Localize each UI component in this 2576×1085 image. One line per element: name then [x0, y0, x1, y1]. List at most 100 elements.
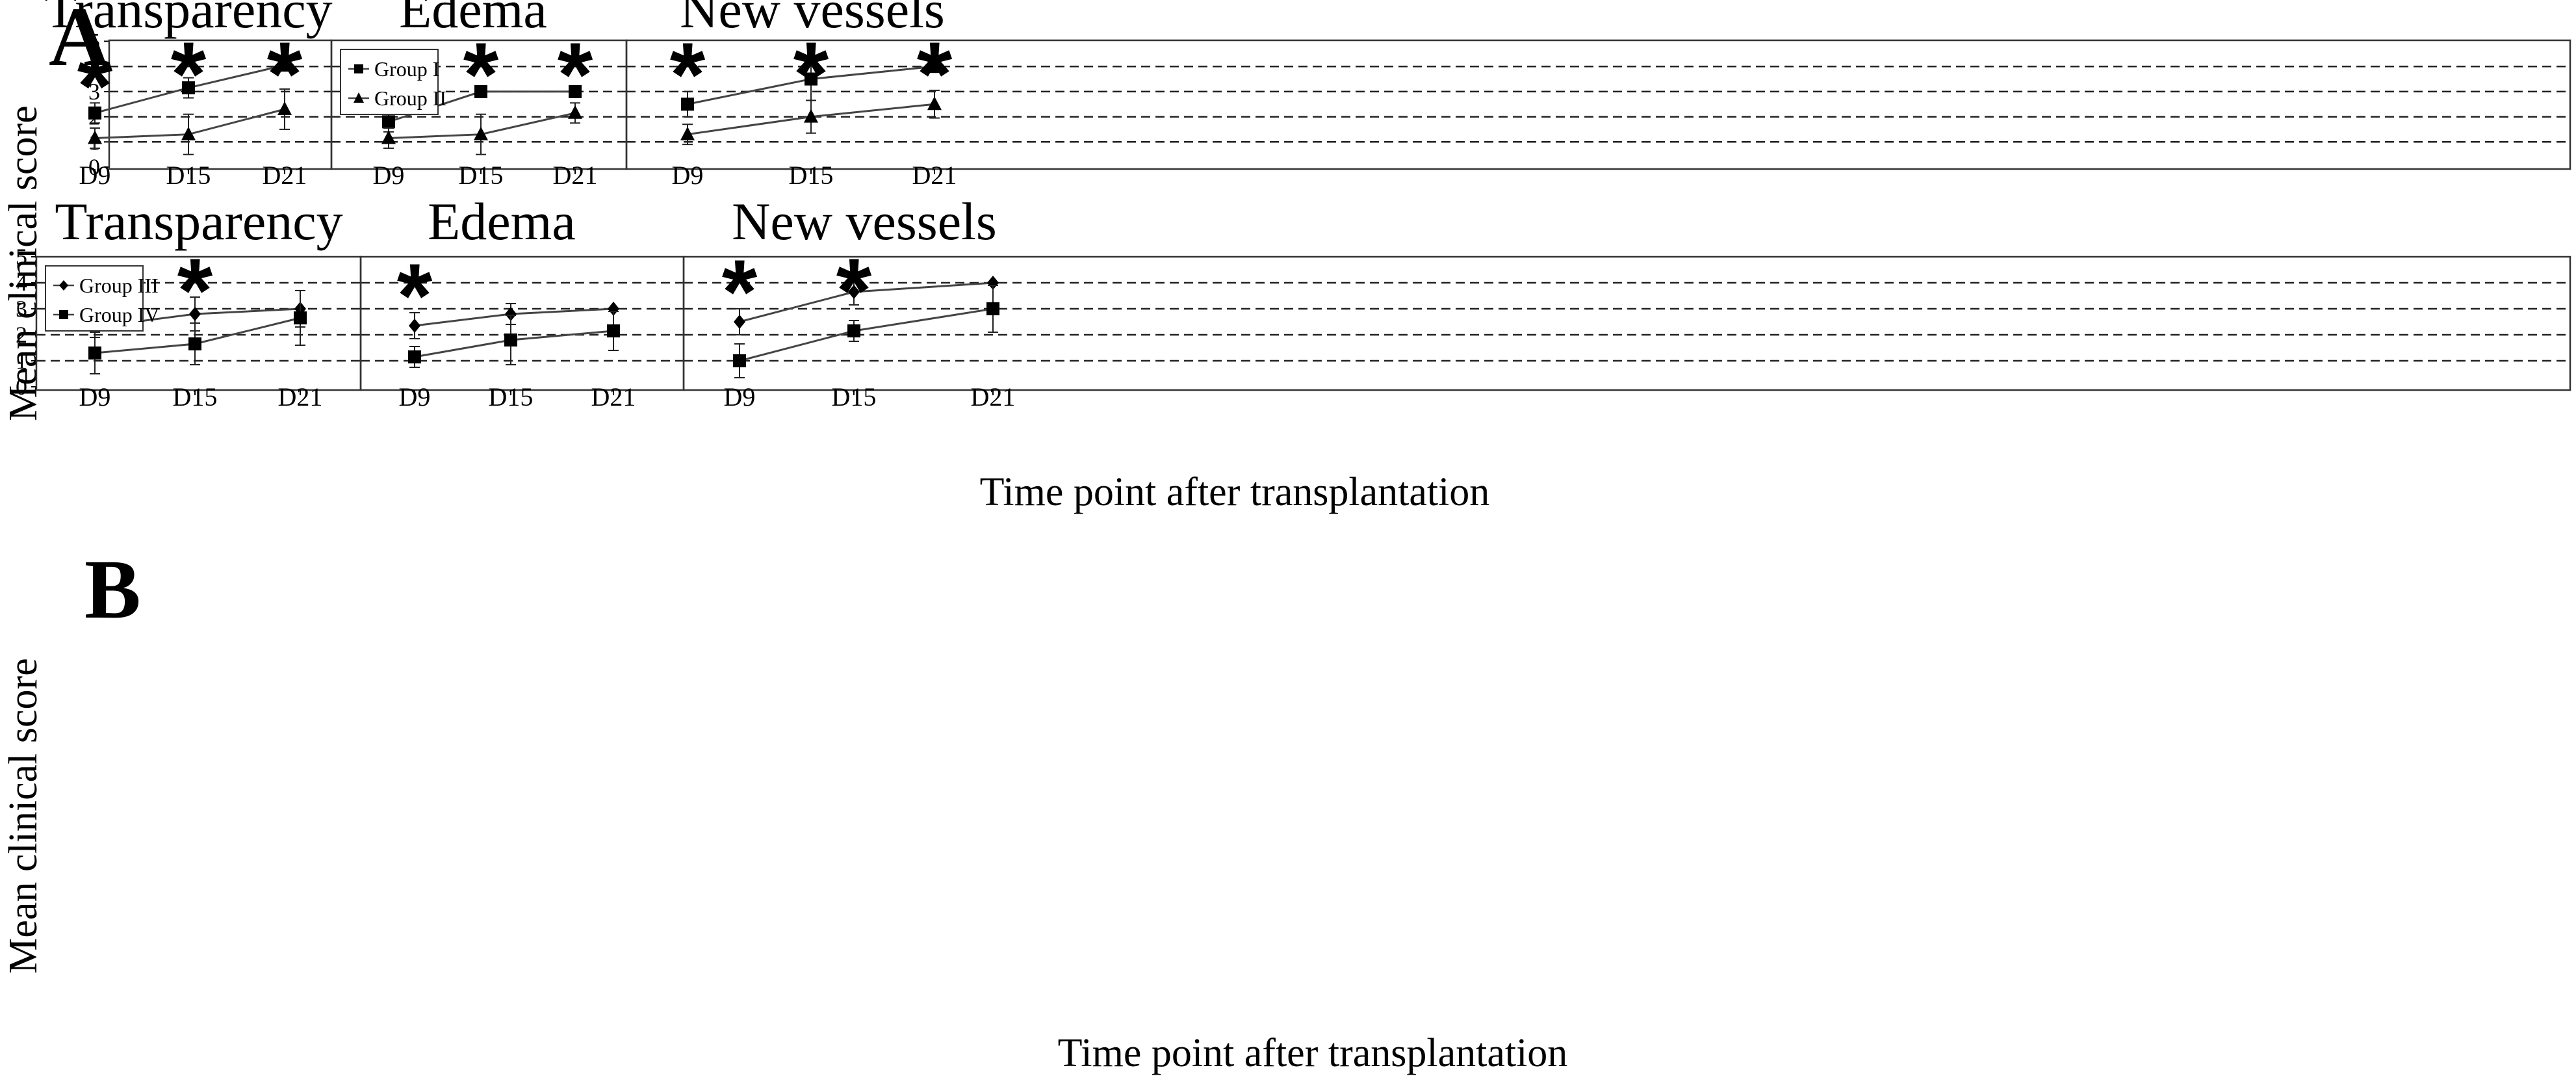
panel-a-letter: A [49, 0, 110, 84]
data-point-triangle [927, 96, 942, 111]
series-group-iii [734, 276, 999, 335]
panel-b-ylabel: Mean clinical score [1, 658, 45, 973]
panel-b-letter: B [84, 543, 141, 636]
legend-label: Group I [374, 57, 439, 81]
y-tick-label: 3 [16, 296, 27, 322]
chart-b-new-vessels: New vessels D9 D15 D21 * * [682, 192, 2571, 412]
legend-label: Group II [374, 86, 446, 110]
data-point-square [681, 98, 694, 111]
data-point-diamond [189, 307, 201, 321]
legend: Group III Group IV [45, 265, 160, 332]
data-point-square [408, 350, 421, 363]
plot-frame [682, 255, 2571, 391]
panel-a-xlabel: Time point after transplantation [980, 470, 1490, 514]
x-tick-label: D9 [79, 382, 111, 412]
legend-label: Group III [79, 274, 159, 297]
data-point-square [805, 72, 818, 86]
y-tick-label: 3 [88, 79, 100, 105]
data-point-triangle [277, 101, 292, 115]
y-tick-label: 4 [88, 53, 100, 79]
data-point-square [182, 81, 195, 95]
significance-star: * [670, 23, 706, 125]
significance-star: * [558, 23, 593, 125]
chart-title: Edema [399, 0, 547, 39]
data-point-square [474, 85, 487, 98]
significance-star: * [177, 239, 213, 341]
x-tick-label: D21 [591, 382, 636, 412]
data-point-square [188, 337, 201, 350]
y-tick-label: 2 [16, 322, 27, 348]
data-point-triangle [804, 109, 818, 123]
data-point-square [607, 324, 620, 337]
series-group-ii [381, 102, 582, 155]
series-group-iv [408, 311, 620, 368]
series-group-iv [733, 285, 999, 378]
data-point-square [294, 311, 307, 324]
x-tick-label: D9 [724, 382, 756, 412]
significance-star: * [917, 23, 953, 125]
x-tick-label: D9 [79, 161, 111, 190]
y-tick-label: 0 [88, 154, 100, 180]
series-group-ii [680, 89, 942, 146]
data-point-diamond [848, 285, 860, 299]
significance-star: * [267, 23, 303, 125]
data-point-square [986, 302, 999, 315]
legend-box [45, 265, 144, 332]
data-point-triangle [680, 126, 695, 140]
significance-star: * [77, 34, 113, 137]
x-tick-label: D9 [399, 382, 431, 412]
series-group-iv [88, 290, 307, 374]
legend-marker [354, 92, 364, 103]
x-tick-label: D15 [173, 382, 218, 412]
chart-b-transparency: Transparency D9 D15 D21 * Group III Group IV [35, 192, 362, 412]
data-point-triangle [474, 126, 488, 140]
x-tick-label: D21 [263, 161, 307, 190]
legend-label: Group IV [79, 303, 160, 326]
panel-b-xlabel: Time point after transplantation [1058, 1031, 1568, 1075]
panel-a: A Mean clinical score Time point after t… [1, 0, 1489, 514]
data-point-square [847, 324, 860, 337]
data-point-square [88, 346, 101, 359]
x-tick-label: D15 [489, 382, 534, 412]
y-tick-label: 1 [16, 348, 27, 374]
significance-star: * [171, 23, 207, 125]
data-point-diamond [734, 315, 745, 329]
panel-b: B Mean clinical score Time point after t… [1, 543, 1567, 1075]
charts: 012345TransparencyD9D15D21***EdemaD9D15D… [16, 0, 2571, 412]
data-point-diamond [505, 307, 517, 321]
data-point-square [569, 85, 582, 98]
y-tick-label: 4 [16, 270, 27, 296]
data-point-diamond [409, 319, 420, 333]
legend-marker [354, 64, 363, 73]
series-group-iii [409, 302, 619, 339]
data-point-diamond [608, 302, 619, 316]
x-tick-label: D21 [971, 382, 1016, 412]
data-point-square [382, 115, 395, 129]
panel-a-charts: 012345TransparencyD9D15D21***EdemaD9D15D… [44, 0, 2571, 190]
x-tick-label: D9 [373, 161, 405, 190]
y-tick-label: 5 [88, 29, 100, 55]
legend-box [340, 49, 439, 115]
chart-title: New vessels [732, 192, 997, 251]
data-point-square [928, 60, 941, 73]
plot-frame [625, 39, 2571, 170]
data-point-square [278, 59, 291, 72]
significance-star: * [463, 23, 499, 125]
x-tick-label: D21 [278, 382, 323, 412]
legend: Group I Group II [340, 49, 446, 115]
data-point-triangle [568, 105, 582, 119]
x-tick-label: D15 [459, 161, 504, 190]
chart-a-edema: Edema D9 D15 D21 * * Group I Group II [330, 0, 628, 190]
panel-a-ylabel: Mean clinical score [1, 105, 45, 421]
significance-star: * [397, 244, 433, 346]
data-point-square [733, 354, 746, 367]
chart-title: New vessels [680, 0, 945, 39]
significance-star: * [722, 241, 758, 343]
chart-title: Transparency [55, 192, 342, 251]
chart-b-edema: Edema D9 D15 D21 * [359, 192, 685, 412]
x-tick-label: D9 [672, 161, 704, 190]
chart-title: Transparency [44, 0, 332, 39]
data-point-diamond [987, 276, 999, 290]
